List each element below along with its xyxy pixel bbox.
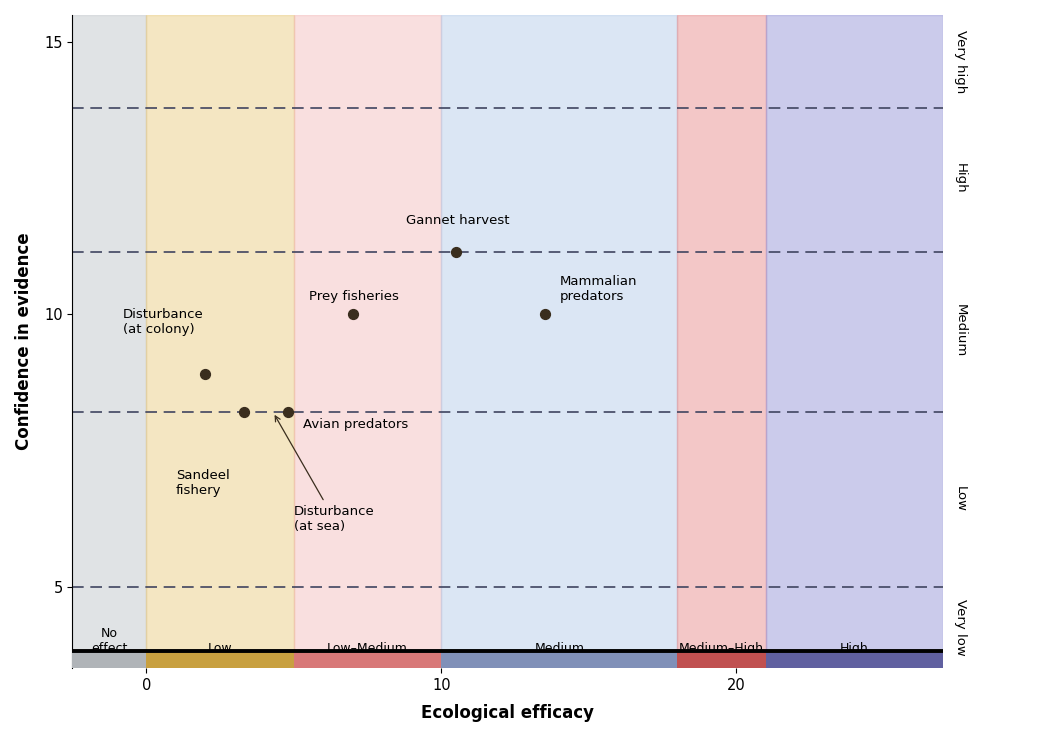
Bar [442,651,678,668]
Text: High: High [954,163,966,194]
Point [344,309,361,321]
Bar [678,651,766,668]
X-axis label: Ecological efficacy: Ecological efficacy [422,704,595,722]
Text: Avian predators: Avian predators [303,418,408,431]
Text: Prey fisheries: Prey fisheries [308,290,399,304]
Text: Mammalian
predators: Mammalian predators [559,276,637,304]
Text: Disturbance
(at colony): Disturbance (at colony) [123,308,204,336]
Bar [72,15,146,668]
Bar [294,15,442,668]
Text: Medium: Medium [954,304,966,357]
Point [197,368,214,380]
Bar [72,651,146,668]
Text: High: High [840,642,869,654]
Bar [146,651,294,668]
Bar [146,15,294,668]
Text: Low–Medium: Low–Medium [327,642,408,654]
Text: Very low: Very low [954,599,966,656]
Bar [678,15,766,668]
Bar [294,651,442,668]
Bar [766,15,943,668]
Text: Gannet harvest: Gannet harvest [406,214,510,227]
Text: Medium–High: Medium–High [679,642,765,654]
Text: Low: Low [208,642,232,654]
Point [235,406,252,418]
Point [536,309,553,321]
Bar [766,651,943,668]
Text: Very high: Very high [954,29,966,93]
Point [279,406,296,418]
Text: Disturbance
(at sea): Disturbance (at sea) [275,416,374,533]
Text: No
effect: No effect [91,626,128,654]
Text: Medium: Medium [534,642,584,654]
Y-axis label: Confidence in evidence: Confidence in evidence [15,233,33,450]
Text: Low: Low [954,486,966,512]
Text: Sandeel
fishery: Sandeel fishery [176,469,230,497]
Bar [442,15,678,668]
Point [448,246,465,258]
